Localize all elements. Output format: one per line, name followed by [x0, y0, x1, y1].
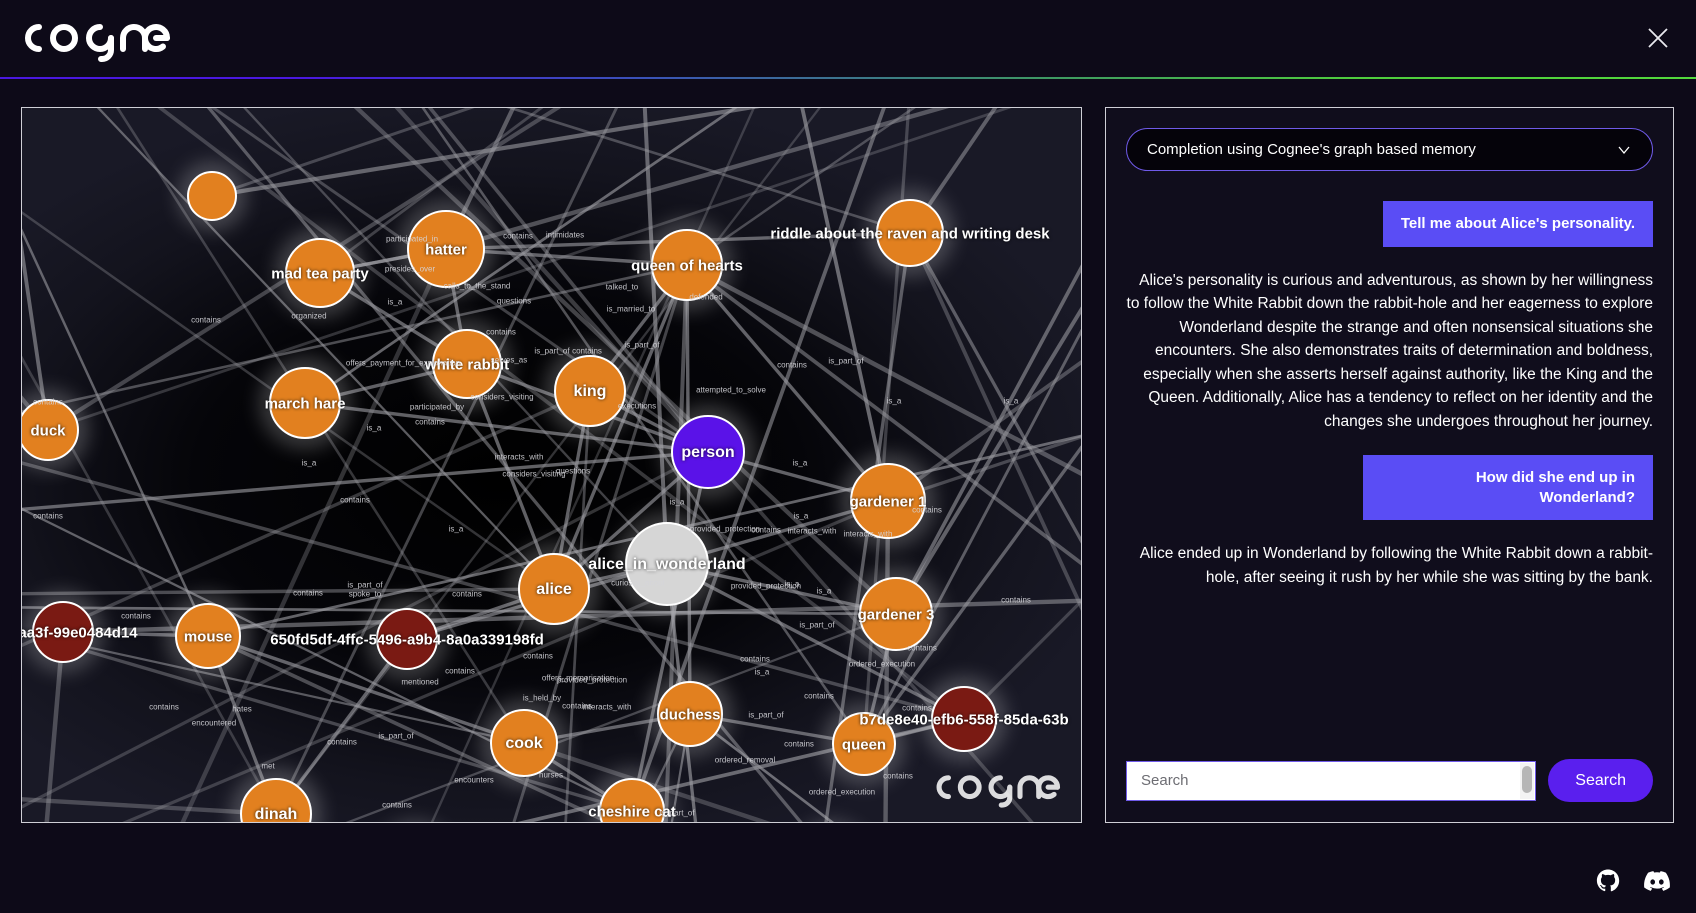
discord-icon[interactable]	[1644, 871, 1670, 896]
graph-edge	[894, 306, 1081, 616]
close-icon	[1648, 28, 1668, 48]
graph-edge	[883, 500, 891, 822]
graph-edge	[22, 450, 709, 512]
graph-node[interactable]	[671, 415, 745, 489]
graph-edge	[211, 108, 475, 198]
graph-node[interactable]	[518, 553, 590, 625]
app-footer	[0, 865, 1696, 913]
graph-node[interactable]	[32, 601, 94, 663]
graph-edge	[506, 108, 911, 235]
graph-node[interactable]	[657, 681, 723, 747]
graph-node[interactable]	[599, 778, 665, 823]
graph-edge	[211, 108, 761, 199]
graph-edge	[862, 445, 1081, 746]
github-icon[interactable]	[1596, 869, 1620, 898]
graph-node[interactable]	[240, 778, 312, 823]
graph-node[interactable]	[22, 399, 79, 461]
graph-edge	[394, 108, 710, 454]
search-input-wrapper	[1126, 760, 1537, 801]
graph-edge	[800, 108, 890, 502]
graph-edge	[22, 389, 591, 648]
header-divider	[0, 77, 1696, 79]
graph-node[interactable]	[859, 577, 933, 651]
user-message: Tell me about Alice's personality.	[1382, 201, 1653, 247]
search-button[interactable]: Search	[1548, 759, 1653, 802]
graph-node[interactable]	[285, 238, 355, 308]
graph-edge	[445, 108, 949, 252]
graph-edge	[207, 634, 525, 745]
graph-edge	[666, 562, 965, 721]
graph-edge	[275, 108, 821, 815]
graph-edge	[304, 401, 709, 454]
graph-edge	[552, 264, 689, 590]
graph-edge	[685, 263, 890, 503]
graph-nodes[interactable]	[22, 171, 997, 823]
graph-node[interactable]	[931, 686, 997, 752]
cognee-logo	[16, 12, 176, 66]
graph-edge	[427, 108, 710, 454]
graph-node[interactable]	[432, 329, 502, 399]
graph-node[interactable]	[554, 355, 626, 427]
graph-edge	[908, 232, 1081, 611]
knowledge-graph-canvas[interactable]	[22, 108, 1082, 823]
graph-edge	[886, 360, 1081, 503]
graph-edge	[22, 606, 897, 616]
search-type-select[interactable]: Completion using Cognee's graph based me…	[1126, 128, 1653, 171]
search-input[interactable]	[1126, 760, 1537, 801]
main-content: hatter mad tea party queen of hearts riddle…	[0, 95, 1696, 865]
graph-node[interactable]	[376, 608, 438, 670]
graph-edge	[685, 264, 692, 715]
graph-node[interactable]	[651, 229, 723, 301]
graph-node[interactable]	[490, 709, 558, 777]
graph-edge	[22, 228, 210, 637]
graph-node[interactable]	[876, 199, 944, 267]
graph-edge	[345, 612, 897, 822]
graph-node[interactable]	[175, 603, 241, 669]
graph-edge	[862, 328, 1081, 745]
social-links	[1596, 869, 1670, 898]
graph-node[interactable]	[625, 522, 709, 606]
graph-edge	[206, 108, 803, 822]
graph-edge	[894, 264, 1081, 615]
chat-panel: Completion using Cognee's graph based me…	[1105, 107, 1674, 823]
graph-edge	[47, 108, 1012, 432]
graph-edge	[22, 238, 50, 431]
search-bar: Search	[1126, 759, 1653, 802]
graph-edge	[686, 108, 916, 267]
graph-edge	[430, 108, 756, 822]
graph-edge	[630, 451, 710, 812]
chevron-down-icon	[1618, 146, 1630, 154]
graph-node[interactable]	[832, 712, 896, 776]
graph-node[interactable]	[269, 367, 341, 439]
graph-edge	[122, 499, 889, 822]
close-button[interactable]	[1640, 20, 1676, 56]
graph-edge	[319, 108, 544, 275]
assistant-message: Alice's personality is curious and adven…	[1126, 271, 1653, 430]
message-list: Tell me about Alice's personality. Alice'…	[1126, 201, 1653, 745]
graph-edge	[523, 740, 771, 822]
graph-node[interactable]	[187, 171, 237, 221]
graph-edge	[22, 450, 709, 809]
graph-edge	[685, 263, 1081, 566]
graph-edge	[22, 797, 277, 817]
cognee-logo-icon	[25, 24, 170, 62]
user-message: How did she end up in Wonderland?	[1363, 455, 1653, 521]
graph-edge	[22, 461, 965, 721]
search-type-select-value: Completion using Cognee's graph based me…	[1147, 141, 1476, 158]
graph-edge	[180, 248, 448, 822]
graph-edge	[274, 108, 619, 815]
knowledge-graph-panel[interactable]: hatter mad tea party queen of hearts riddle…	[21, 107, 1082, 823]
graph-edge	[243, 108, 668, 565]
graph-node[interactable]	[407, 210, 485, 288]
graph-edge	[22, 263, 688, 413]
assistant-message: Alice ended up in Wonderland by followin…	[1139, 545, 1653, 586]
app-header	[0, 0, 1696, 77]
graph-edge	[96, 108, 555, 590]
graph-node[interactable]	[850, 463, 926, 539]
graph-edge	[22, 587, 555, 596]
